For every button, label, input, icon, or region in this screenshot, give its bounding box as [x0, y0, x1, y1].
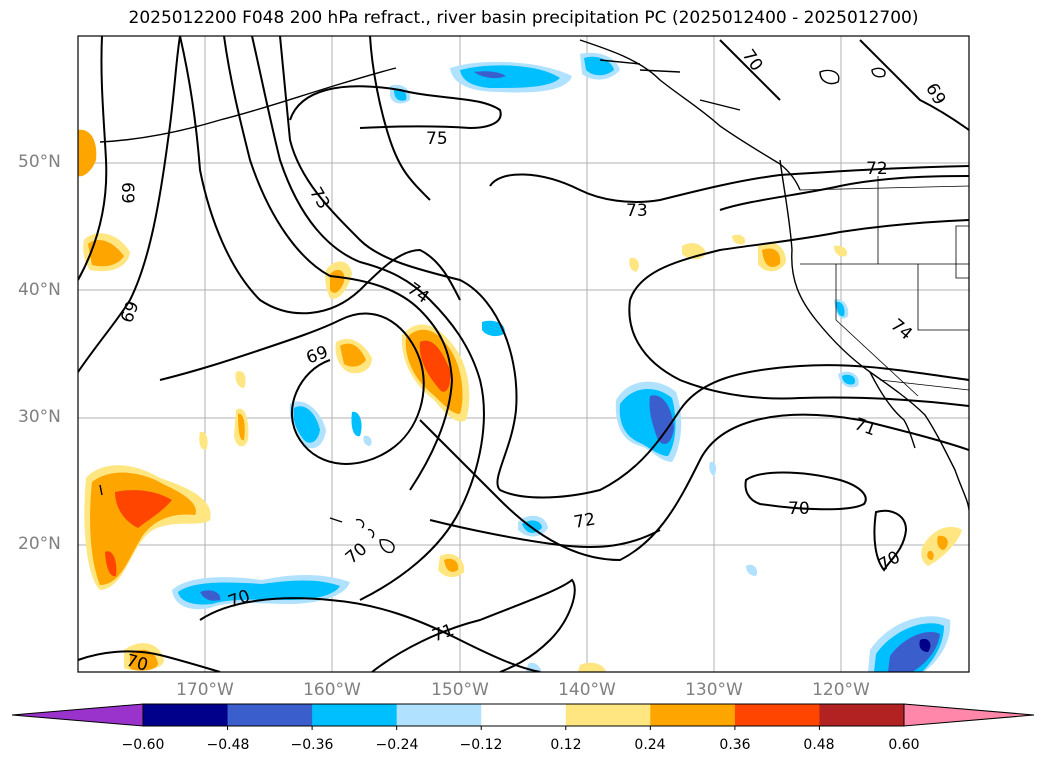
colorbar-tick: −0.60 — [121, 737, 165, 753]
colorbar-tick: −0.24 — [375, 737, 419, 753]
contour-label: 70 — [342, 539, 371, 568]
contour-label: 72 — [572, 509, 597, 532]
colorbar-tick: 0.36 — [719, 737, 751, 753]
lon-label: 160°W — [303, 680, 361, 700]
contour-label: 75 — [426, 129, 448, 149]
colorbar-tick: 0.60 — [888, 737, 920, 753]
contour-label: 69 — [117, 182, 137, 204]
refractivity-contours — [78, 36, 969, 672]
precip-shading — [78, 52, 962, 672]
map-title: 2025012200 F048 200 hPa refract., river … — [128, 8, 919, 28]
lon-label: 150°W — [431, 680, 489, 700]
lon-label: 140°W — [558, 680, 616, 700]
colorbar-tick: 0.24 — [634, 737, 666, 753]
contour-label: 72 — [866, 159, 888, 179]
contour-label: 71 — [430, 620, 457, 646]
political-borders — [799, 176, 969, 397]
contour-label: 69 — [117, 299, 143, 326]
colorbar-tick: −0.48 — [206, 737, 250, 753]
contour-label: 70 — [124, 651, 150, 676]
lat-label: 20°N — [18, 534, 61, 554]
colorbar-tick: −0.36 — [290, 737, 334, 753]
contour-label: 70 — [875, 547, 904, 575]
contour-label: 70 — [738, 46, 767, 75]
lat-label: 50°N — [18, 152, 61, 172]
contour-label: 73 — [626, 201, 648, 221]
contour-label: 70 — [788, 499, 810, 519]
coastlines — [99, 39, 969, 554]
lon-label: 170°W — [176, 680, 234, 700]
colorbar-tick: 0.48 — [803, 737, 835, 753]
contour-label: 74 — [403, 279, 432, 308]
colorbar-tick: 0.12 — [550, 737, 582, 753]
lon-label: 120°W — [812, 680, 870, 700]
lat-label: 30°N — [18, 407, 61, 427]
colorbar-tick: −0.12 — [459, 737, 503, 753]
lon-label: 130°W — [685, 680, 743, 700]
contour-label: 69 — [304, 342, 331, 368]
gridlines — [78, 36, 969, 672]
contour-label: 69 — [921, 80, 949, 109]
contour-label: 74 — [887, 315, 916, 344]
map-frame — [77, 35, 970, 673]
lat-label: 40°N — [18, 280, 61, 300]
